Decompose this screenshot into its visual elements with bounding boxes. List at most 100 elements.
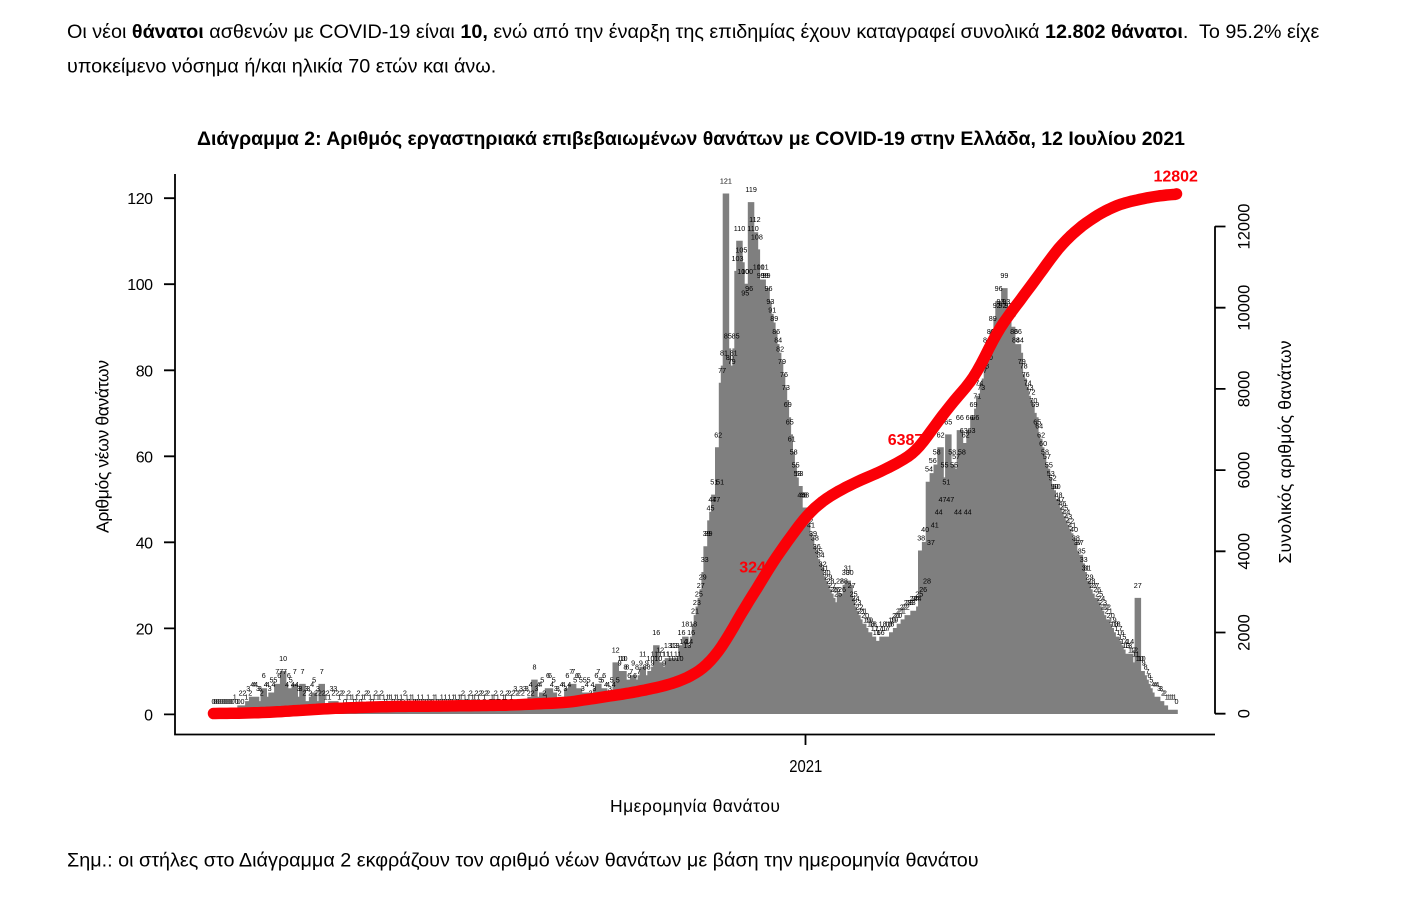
svg-text:48: 48 (801, 491, 809, 500)
svg-text:Διάγραμμα 2: Αριθμός εργαστηρι: Διάγραμμα 2: Αριθμός εργαστηριακά επιβεβ… (197, 128, 1185, 150)
svg-text:66: 66 (971, 413, 979, 422)
svg-text:6: 6 (548, 671, 552, 680)
svg-text:3: 3 (523, 684, 527, 693)
svg-text:84: 84 (774, 336, 782, 345)
svg-text:7: 7 (283, 667, 287, 676)
svg-text:17: 17 (875, 624, 883, 633)
svg-text:2: 2 (357, 688, 361, 697)
svg-text:58: 58 (948, 448, 956, 457)
svg-text:55: 55 (950, 460, 958, 469)
svg-text:27: 27 (1091, 581, 1099, 590)
svg-text:6: 6 (633, 671, 637, 680)
svg-text:5: 5 (616, 676, 620, 685)
svg-text:13: 13 (664, 641, 672, 650)
svg-text:16: 16 (678, 628, 686, 637)
svg-text:51: 51 (942, 478, 950, 487)
svg-text:0: 0 (221, 697, 225, 706)
svg-text:58: 58 (933, 448, 941, 457)
svg-text:86: 86 (987, 327, 995, 336)
svg-text:52: 52 (1049, 473, 1057, 482)
svg-text:71: 71 (973, 392, 981, 401)
svg-text:3: 3 (256, 684, 260, 693)
svg-text:2: 2 (505, 688, 509, 697)
svg-text:1: 1 (233, 693, 237, 702)
svg-text:3: 3 (581, 684, 585, 693)
svg-text:53: 53 (794, 469, 802, 478)
svg-text:0: 0 (353, 697, 357, 706)
svg-text:4: 4 (266, 680, 270, 689)
svg-text:4: 4 (562, 680, 566, 689)
svg-text:2: 2 (542, 688, 546, 697)
svg-text:86: 86 (1010, 327, 1018, 336)
svg-text:26: 26 (1093, 585, 1101, 594)
svg-text:92: 92 (1004, 301, 1012, 310)
svg-text:3: 3 (554, 684, 558, 693)
svg-text:31: 31 (844, 564, 852, 573)
svg-text:22: 22 (855, 602, 863, 611)
svg-text:1: 1 (432, 693, 436, 702)
svg-text:69: 69 (1031, 400, 1039, 409)
svg-text:47: 47 (708, 495, 716, 504)
svg-text:3: 3 (330, 684, 334, 693)
svg-text:4: 4 (285, 680, 289, 689)
svg-text:2021: 2021 (789, 756, 822, 776)
svg-text:1: 1 (509, 693, 513, 702)
svg-text:7: 7 (596, 667, 600, 676)
svg-text:65: 65 (786, 417, 794, 426)
svg-text:4: 4 (310, 680, 314, 689)
svg-text:2: 2 (366, 688, 370, 697)
svg-text:2: 2 (527, 688, 531, 697)
svg-text:41: 41 (931, 521, 939, 530)
svg-text:23: 23 (904, 598, 912, 607)
svg-text:21: 21 (1105, 607, 1113, 616)
svg-text:21: 21 (896, 607, 904, 616)
svg-text:1: 1 (405, 693, 409, 702)
svg-text:1: 1 (386, 693, 390, 702)
svg-text:24: 24 (910, 594, 918, 603)
svg-text:4: 4 (250, 680, 254, 689)
svg-text:1: 1 (504, 693, 508, 702)
svg-text:2: 2 (326, 688, 330, 697)
svg-text:40: 40 (1070, 525, 1078, 534)
svg-text:51: 51 (716, 478, 724, 487)
svg-text:31: 31 (1084, 564, 1092, 573)
svg-text:0: 0 (217, 697, 221, 706)
svg-text:1: 1 (426, 693, 430, 702)
svg-text:3: 3 (304, 684, 308, 693)
svg-text:11: 11 (658, 650, 665, 659)
svg-text:23: 23 (853, 598, 861, 607)
svg-text:53: 53 (1047, 469, 1055, 478)
svg-text:7: 7 (293, 667, 297, 676)
svg-text:22: 22 (900, 602, 908, 611)
svg-text:7: 7 (1146, 667, 1150, 676)
svg-text:35: 35 (1078, 546, 1086, 555)
svg-text:12: 12 (1130, 645, 1138, 654)
svg-text:92: 92 (993, 301, 1001, 310)
svg-text:13: 13 (1122, 641, 1130, 650)
svg-text:112: 112 (749, 215, 760, 224)
svg-text:55: 55 (792, 460, 800, 469)
svg-text:77: 77 (718, 366, 726, 375)
svg-text:1: 1 (349, 693, 353, 702)
svg-text:5: 5 (312, 676, 316, 685)
svg-text:11: 11 (639, 650, 646, 659)
svg-text:9: 9 (639, 658, 643, 667)
svg-text:1: 1 (337, 693, 341, 702)
svg-text:9: 9 (618, 658, 622, 667)
svg-text:2: 2 (480, 688, 484, 697)
svg-text:47: 47 (1057, 495, 1065, 504)
svg-text:13: 13 (1124, 641, 1132, 650)
svg-text:65: 65 (1033, 417, 1041, 426)
svg-text:5: 5 (600, 676, 604, 685)
svg-text:8: 8 (635, 663, 639, 672)
svg-text:25: 25 (850, 590, 858, 599)
svg-text:44: 44 (935, 508, 943, 517)
svg-text:2: 2 (403, 688, 407, 697)
svg-text:13: 13 (672, 641, 680, 650)
svg-text:5: 5 (579, 676, 583, 685)
svg-text:58: 58 (958, 448, 966, 457)
svg-text:6000: 6000 (1236, 452, 1254, 489)
svg-text:Ημερομηνία θανάτου: Ημερομηνία θανάτου (610, 796, 780, 816)
svg-text:2: 2 (469, 688, 473, 697)
svg-text:28: 28 (836, 577, 844, 586)
